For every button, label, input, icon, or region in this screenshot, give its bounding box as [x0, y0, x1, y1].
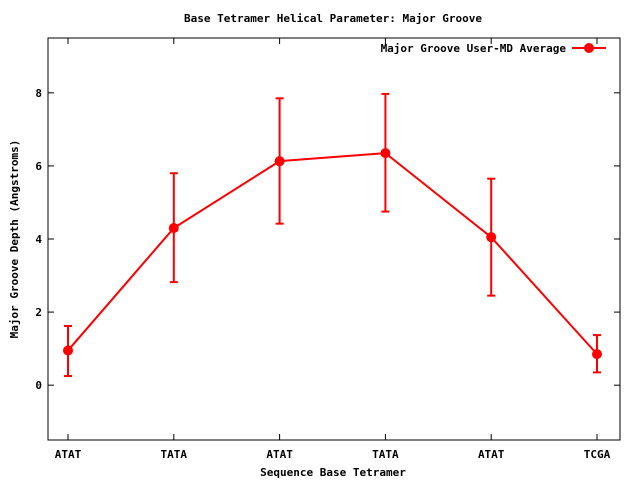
x-tick-label: TCGA [584, 448, 611, 461]
series-line [67, 152, 598, 355]
legend: Major Groove User-MD Average [381, 42, 606, 55]
data-point [168, 223, 179, 234]
legend-swatch-marker [584, 43, 594, 53]
y-tick-label: 0 [35, 379, 42, 392]
data-point [274, 156, 285, 167]
x-tick-label: TATA [161, 448, 188, 461]
y-tick-label: 6 [35, 160, 42, 173]
y-tick-label: 4 [35, 233, 42, 246]
y-axis-ticks: 0 2 4 6 8 [35, 87, 620, 392]
x-axis-label: Sequence Base Tetramer [260, 466, 406, 479]
data-point [592, 349, 602, 360]
x-axis-ticks: ATAT TATA ATAT TATA ATAT TCGA [55, 38, 611, 461]
chart-title: Base Tetramer Helical Parameter: Major G… [184, 12, 482, 25]
legend-label: Major Groove User-MD Average [381, 42, 567, 55]
x-tick-label: ATAT [478, 448, 505, 461]
data-point [380, 148, 391, 159]
x-tick-label: ATAT [55, 448, 82, 461]
y-tick-label: 8 [35, 87, 42, 100]
plot-frame [47, 37, 621, 441]
x-tick-label: ATAT [266, 448, 293, 461]
series-layer [63, 92, 602, 378]
data-point [63, 345, 73, 356]
y-axis-label: Major Groove Depth (Angstroms) [8, 140, 21, 339]
y-tick-label: 2 [35, 306, 42, 319]
x-tick-label: TATA [372, 448, 399, 461]
data-point [486, 232, 497, 243]
